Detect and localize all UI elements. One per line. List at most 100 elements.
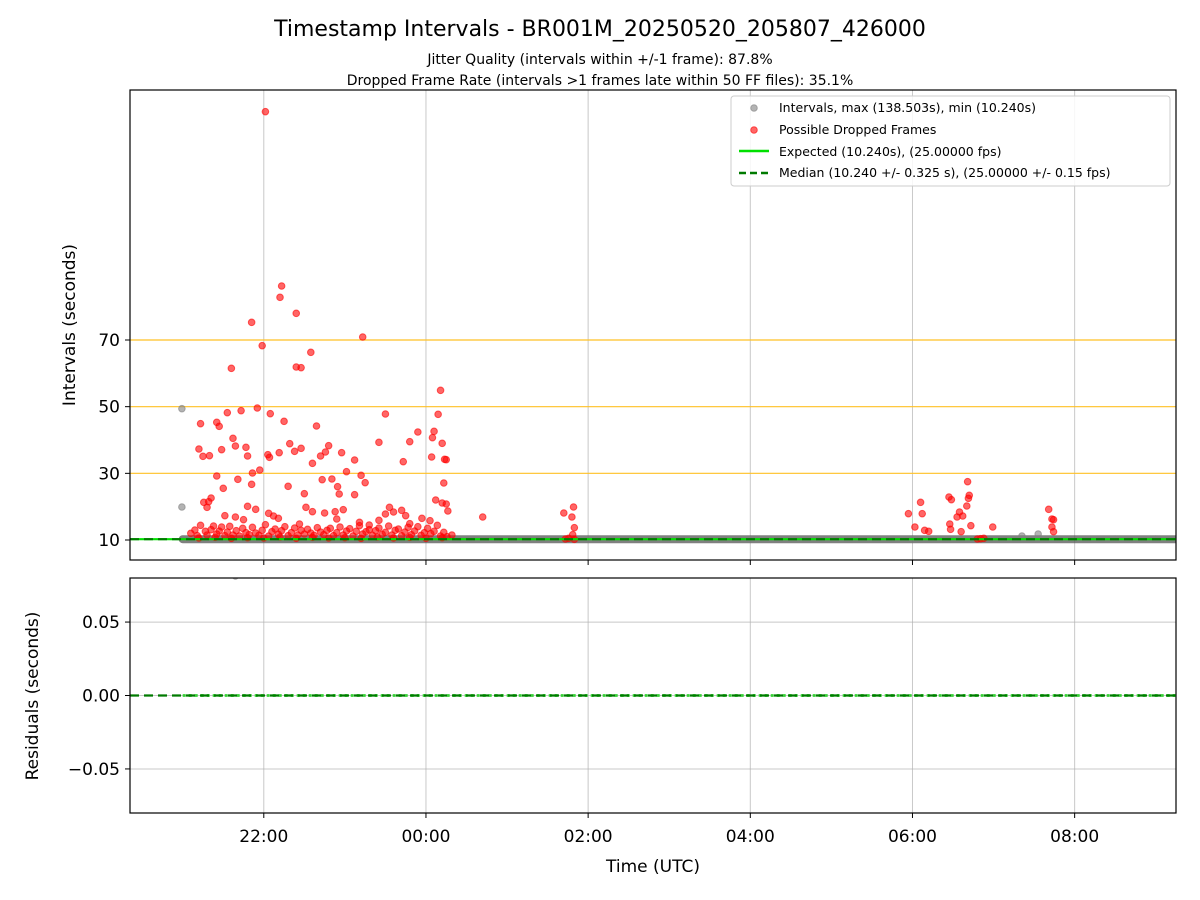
dropped-frame-point [217,445,226,454]
dropped-frame-point [430,427,438,436]
dropped-frame-point [381,410,390,418]
dropped-frame-point [274,514,283,523]
dropped-frame-point [324,441,333,450]
dropped-frame-point [394,525,403,533]
dropped-frame-point [358,333,367,341]
dropped-frame-point [264,450,272,459]
chart-subtitle-dropped: Dropped Frame Rate (intervals >1 frames … [347,73,854,89]
dropped-frame-point [297,444,305,453]
dropped-frame-point [947,495,956,504]
dropped-frame-point [258,526,266,535]
dropped-frame-point [375,438,383,447]
dropped-frame-point [328,475,336,483]
dropped-frame-point [259,534,268,542]
dropped-frame-point [570,523,579,532]
dropped-frame-point [264,509,273,518]
dropped-frame-point [345,524,354,533]
dropped-frame-point [428,433,437,442]
dropped-frame-point [261,520,270,529]
dropped-frame-point [438,439,446,448]
dropped-frame-point [258,341,266,350]
dropped-frame-point [195,534,203,542]
x-tick-label: 22:00 [239,827,288,847]
dropped-frame-point [284,482,292,491]
dropped-frame-point [307,348,315,357]
dropped-frame-point [333,482,342,491]
chart-title: Timestamp Intervals - BR001M_20250520_20… [273,17,926,42]
dropped-frame-point [199,452,207,461]
dropped-frame-point [292,309,301,318]
x-axis-label: Time (UTC) [605,857,700,877]
dropped-frame-point [248,523,257,532]
dropped-frame-point [290,447,299,456]
dropped-frame-point [196,419,205,428]
dropped-frame-point [440,479,448,487]
dropped-frame-point [444,507,452,515]
intervals-plot-frame [129,89,1177,561]
dropped-frame-point [332,528,341,537]
dropped-frame-point [336,523,344,531]
dropped-frame-point [381,510,390,518]
dropped-frame-point [361,478,369,487]
dropped-frame-points [187,107,1058,544]
x-tick-label: 08:00 [1050,827,1099,847]
dropped-frame-point [253,404,262,412]
dropped-frame-point [234,475,242,484]
dropped-frame-point [229,434,237,443]
dropped-frame-point [434,410,442,419]
dropped-frame-point [243,452,252,460]
dropped-frame-point [207,494,215,502]
dropped-frame-point [560,509,568,517]
dropped-frame-point [355,521,364,530]
residuals-x-ticks: 22:00 00:00 02:00 04:00 06:00 08:00 [239,813,1099,847]
dropped-frame-point [221,511,229,520]
dropped-frame-point [389,534,398,542]
x-tick-label: 02:00 [564,827,613,847]
dropped-frame-point [231,513,240,521]
dropped-frame-point [316,452,325,460]
dropped-frame-point [227,364,236,373]
dropped-frame-point [916,498,925,507]
dropped-frame-point [385,503,394,512]
dropped-frame-point [442,500,451,508]
dropped-frame-point [423,524,432,533]
dropped-frame-point [350,490,359,499]
dropped-frame-point [308,459,317,468]
legend: Intervals, max (138.503s), min (10.240s)… [730,95,1171,187]
residuals-y-tick-label: 0.00 [82,687,120,707]
legend-median-label: Median (10.240 +/- 0.325 s), (25.00000 +… [779,165,1110,180]
dropped-frame-point [231,442,240,450]
interval-point [178,404,186,413]
x-tick-label: 00:00 [401,827,450,847]
dropped-frame-point [399,457,408,466]
dropped-frame-point [918,509,927,518]
chart-subtitle-jitter: Jitter Quality (intervals within +/-1 fr… [426,52,772,68]
dropped-frame-point [324,534,333,542]
dropped-frame-point [957,527,965,536]
legend-dropped-marker [750,126,758,134]
dropped-frame-point [352,527,361,536]
dropped-frame-point [248,469,257,477]
dropped-frame-point [339,505,348,514]
dropped-frame-point [397,506,406,515]
dropped-frame-point [302,503,310,512]
dropped-frame-point [436,386,445,395]
dropped-frame-point [568,513,576,521]
dropped-frame-point [247,480,256,489]
interval-point [1034,530,1042,538]
dropped-frame-point [326,524,335,533]
dropped-frame-point [297,363,305,372]
dropped-frame-point [433,521,442,530]
dropped-frame-point [350,456,359,464]
dropped-frame-point [963,477,972,486]
x-tick-label: 04:00 [726,827,775,847]
dropped-frame-point [448,531,456,539]
x-tick-label: 06:00 [888,827,937,847]
residuals-y-ticks: 0.05 0.00 −0.05 [68,613,130,780]
dropped-frame-point [1044,505,1053,514]
dropped-frame-point [251,505,260,514]
dropped-frame-point [381,528,390,537]
dropped-frame-point [242,443,250,452]
dropped-frame-point [426,516,434,525]
dropped-frame-point [285,439,294,448]
